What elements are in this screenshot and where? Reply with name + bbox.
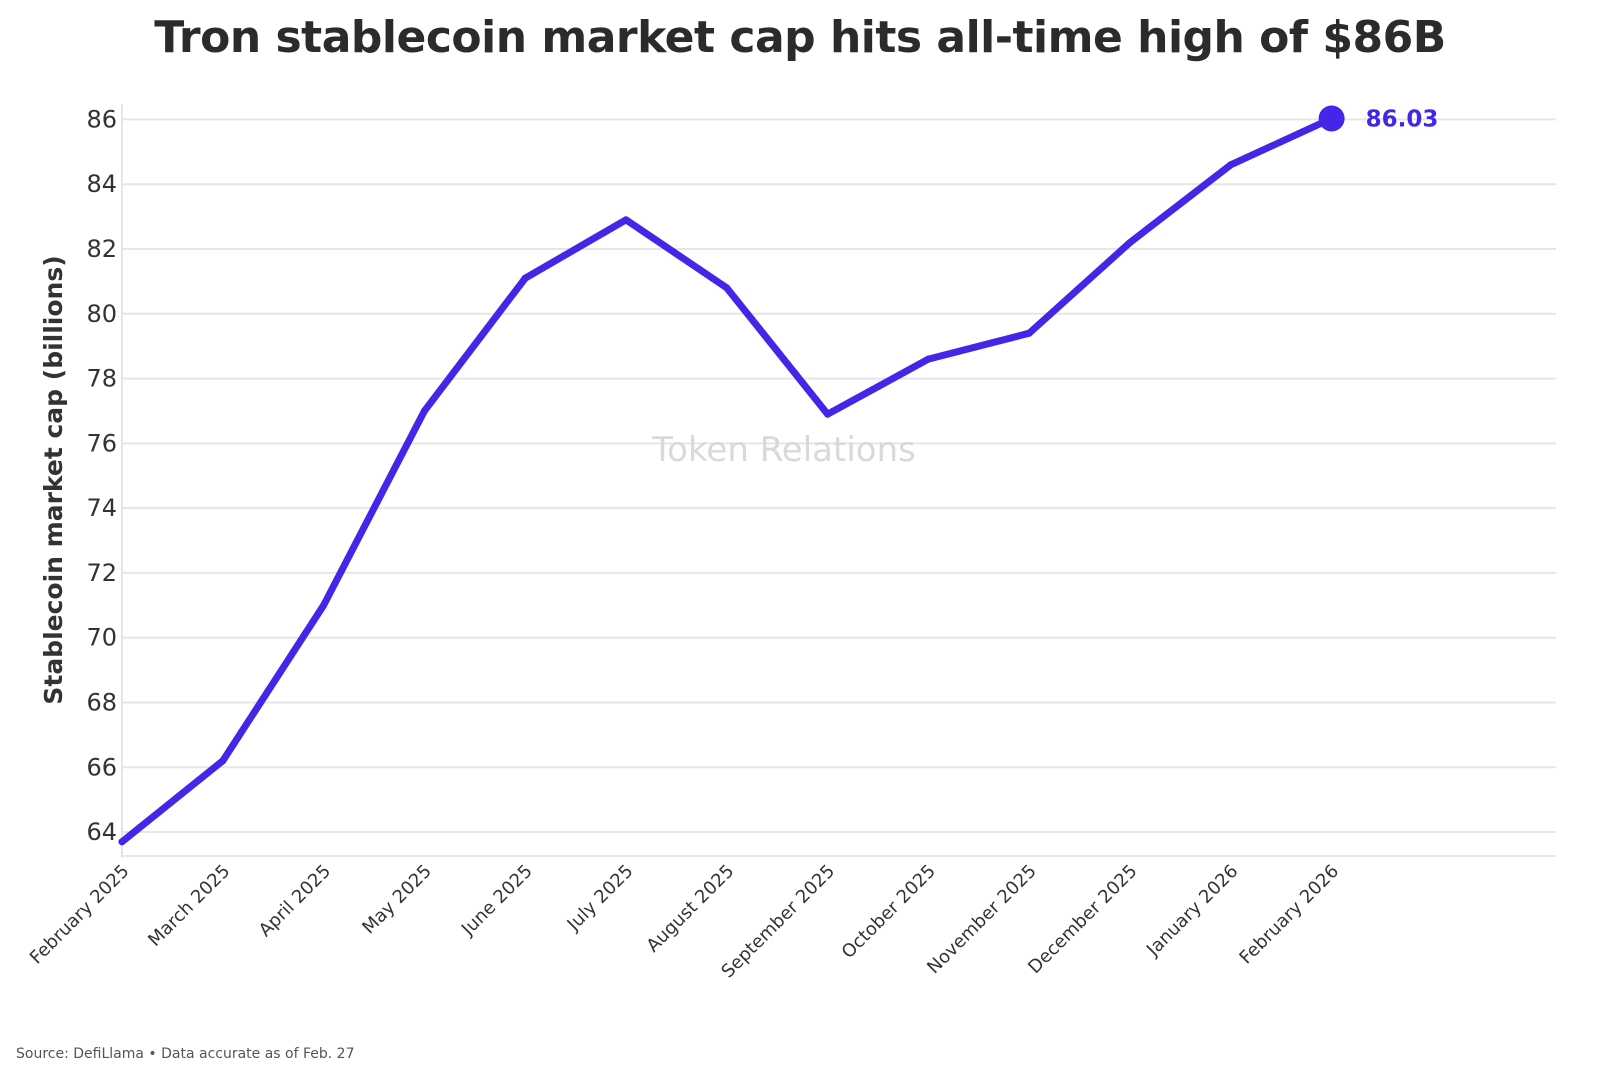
y-tick-label: 68: [86, 688, 117, 716]
chart-title: Tron stablecoin market cap hits all-time…: [154, 12, 1446, 63]
x-tick-label: January 2026: [1142, 861, 1242, 961]
y-axis-label: Stablecoin market cap (billions): [39, 255, 68, 704]
data-point: [219, 757, 227, 765]
data-point: [118, 838, 126, 846]
x-tick-label: November 2025: [923, 861, 1041, 979]
x-tick-label: August 2025: [643, 861, 739, 957]
y-tick-label: 70: [86, 624, 117, 652]
watermark-text: Token Relations: [651, 430, 916, 470]
x-tick-label: December 2025: [1024, 861, 1141, 978]
y-tick-label: 84: [86, 170, 117, 198]
y-tick-labels: 64 66 68 70 72 74 76 78 80 82 84 86: [86, 105, 117, 846]
x-tick-labels: February 2025 March 2025 April 2025 May 202…: [26, 861, 1343, 983]
x-tick-label: July 2025: [563, 861, 638, 936]
y-tick-label: 78: [86, 365, 117, 393]
data-point: [924, 355, 932, 363]
y-tick-label: 66: [86, 753, 117, 781]
data-point: [1025, 329, 1033, 337]
y-tick-label: 86: [86, 105, 117, 133]
x-tick-label: April 2025: [255, 861, 335, 941]
data-point: [1227, 161, 1235, 169]
data-point: [824, 410, 832, 418]
x-tick-label: March 2025: [144, 861, 234, 951]
grid-lines: [122, 118, 1556, 857]
data-point: [320, 601, 328, 609]
x-tick-label: September 2025: [717, 861, 839, 983]
y-tick-label: 82: [86, 235, 117, 263]
source-note: Source: DefiLlama • Data accurate as of …: [16, 1046, 355, 1062]
y-tick-label: 80: [86, 300, 117, 328]
x-tick-label: May 2025: [358, 861, 436, 939]
data-point: [723, 284, 731, 292]
x-tick-label: October 2025: [838, 861, 940, 963]
end-point-marker: [1318, 105, 1345, 132]
data-point: [420, 407, 428, 415]
end-value-label: 86.03: [1366, 106, 1439, 132]
y-tick-label: 72: [86, 559, 117, 587]
y-tick-label: 76: [86, 429, 117, 457]
x-tick-label: February 2025: [26, 861, 134, 969]
y-tick-label: 74: [86, 494, 117, 522]
x-tick-label: February 2026: [1235, 861, 1343, 969]
data-point: [1126, 239, 1134, 247]
y-tick-label: 64: [86, 818, 117, 846]
x-tick-label: June 2025: [457, 861, 537, 941]
data-point: [622, 216, 630, 224]
series-line: [118, 115, 1336, 846]
data-point: [521, 274, 529, 282]
